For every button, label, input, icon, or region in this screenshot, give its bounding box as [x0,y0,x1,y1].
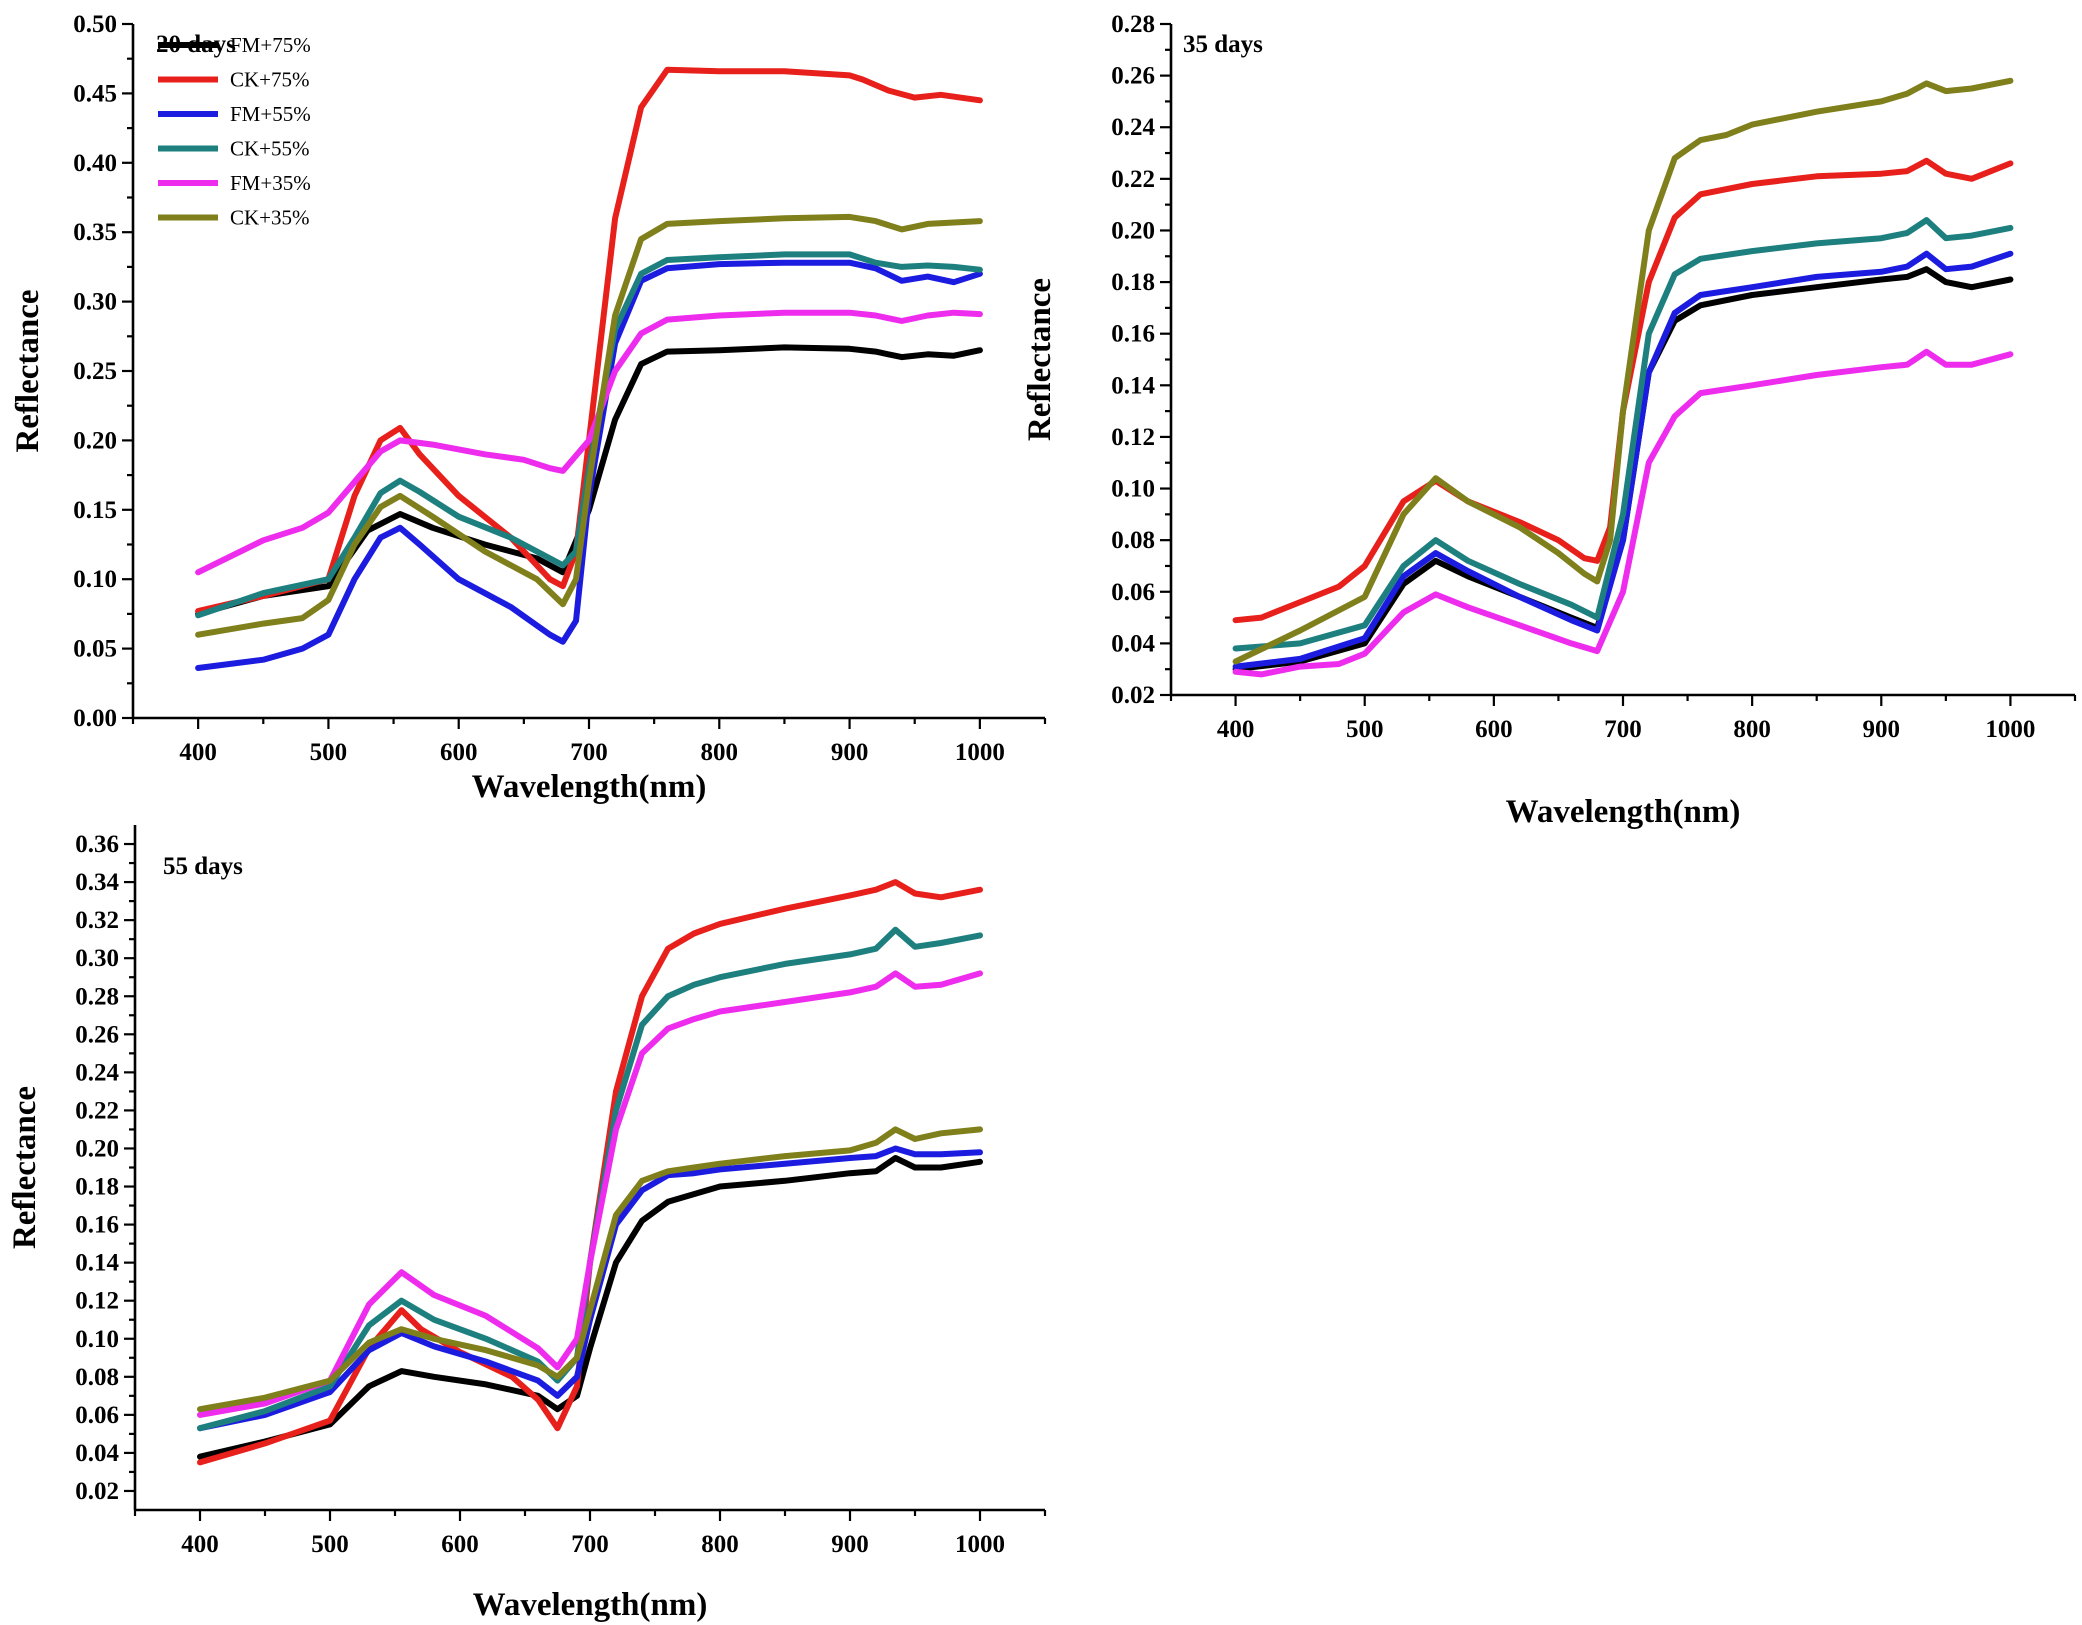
y-tick-label: 0.00 [73,705,117,732]
series-line-fm35 [195,309,983,576]
x-axis-title: Wavelength(nm) [473,1587,708,1623]
x-tick-label: 1000 [955,739,1005,766]
legend-label: FM+75% [230,33,311,57]
y-tick-label: 0.30 [75,945,119,972]
y-tick-label: 0.40 [73,150,117,177]
y-tick-label: 0.10 [75,1326,119,1353]
series-line-fm75 [1232,266,2014,673]
y-tick-label: 0.16 [75,1212,119,1239]
x-axis-title: Wavelength(nm) [472,769,707,805]
chart-panel-1: 400 500 600 700 800 900 1000 0.00 0.05 0.10 0.15 0.… [10,11,1047,805]
x-tick-label: 700 [571,1531,609,1558]
y-tick-label: 0.10 [1111,476,1155,503]
y-tick-label: 0.50 [73,11,117,38]
y-tick-label: 0.10 [73,566,117,593]
y-tick-label: 0.28 [1111,11,1155,38]
series-line-ck35 [195,213,983,638]
chart-panel-2: 400 500 600 700 800 900 1000 0.02 0.04 0.06 0.08 0.… [1022,11,2077,830]
y-tick-label: 0.36 [75,831,119,858]
y-tick-label: 0.22 [75,1097,119,1124]
x-tick-label: 900 [1863,716,1901,743]
series-line-ck75 [195,66,983,615]
y-tick-label: 0.06 [1111,579,1155,606]
x-tick-label: 500 [1346,716,1384,743]
series-line-ck35 [1232,77,2014,665]
y-tick-label: 0.02 [75,1478,119,1505]
x-tick-label: 700 [1604,716,1642,743]
x-tick-label: 800 [701,739,739,766]
chart-panel-3: 400 500 600 700 800 900 1000 0.02 0.04 0.06 0.08 0.… [7,825,1047,1623]
x-tick-label: 800 [701,1531,739,1558]
y-axis-title: Reflectance [10,289,46,452]
y-tick-label: 0.02 [1111,682,1155,709]
y-tick-label: 0.12 [75,1288,119,1315]
legend-label: FM+35% [230,171,311,195]
y-tick-label: 0.15 [73,497,117,524]
series-line-ck35 [197,1126,983,1413]
series-line-fm75 [197,1155,983,1460]
y-tick-label: 0.20 [73,427,117,454]
y-tick-label: 0.04 [1111,630,1155,657]
series-line-ck55 [197,926,983,1432]
y-tick-label: 0.24 [75,1059,119,1086]
x-tick-label: 700 [570,739,608,766]
y-tick-label: 0.06 [75,1402,119,1429]
series-line-fm35 [1232,348,2014,678]
series-line-fm75 [195,344,983,617]
legend-label: CK+55% [230,137,310,161]
series-line-fm35 [197,970,983,1418]
x-tick-label: 600 [1475,716,1513,743]
y-tick-label: 0.34 [75,869,119,896]
y-tick-label: 0.12 [1111,424,1155,451]
y-tick-label: 0.16 [1111,321,1155,348]
x-tick-label: 900 [831,1531,869,1558]
y-tick-label: 0.22 [1111,166,1155,193]
x-tick-label: 800 [1733,716,1771,743]
legend-label: CK+75% [230,68,310,92]
y-tick-label: 0.28 [75,983,119,1010]
x-tick-label: 1000 [955,1531,1005,1558]
x-tick-label: 1000 [1985,716,2035,743]
y-tick-label: 0.14 [75,1250,119,1277]
y-tick-label: 0.26 [75,1021,119,1048]
y-tick-label: 0.25 [73,358,117,385]
series-line-fm55 [195,259,983,671]
legend-label: CK+35% [230,206,310,230]
y-tick-label: 0.24 [1111,114,1155,141]
y-tick-label: 0.35 [73,219,117,246]
panel-title: 35 days [1183,31,1263,58]
y-tick-label: 0.08 [1111,527,1155,554]
y-tick-label: 0.18 [1111,269,1155,296]
x-axis-title: Wavelength(nm) [1506,794,1741,830]
panel-title: 55 days [163,853,243,880]
y-tick-label: 0.26 [1111,63,1155,90]
x-tick-label: 500 [311,1531,349,1558]
y-tick-label: 0.20 [75,1135,119,1162]
y-tick-label: 0.30 [73,289,117,316]
x-tick-label: 400 [181,1531,219,1558]
x-tick-label: 900 [831,739,869,766]
y-tick-label: 0.32 [75,907,119,934]
y-tick-label: 0.14 [1111,372,1155,399]
y-tick-label: 0.18 [75,1174,119,1201]
y-tick-label: 0.45 [73,80,117,107]
x-tick-label: 400 [179,739,217,766]
x-tick-label: 600 [440,739,478,766]
y-tick-label: 0.05 [73,636,117,663]
y-axis-title: Reflectance [7,1086,43,1249]
y-tick-label: 0.04 [75,1440,119,1467]
y-tick-label: 0.08 [75,1364,119,1391]
y-axis-title: Reflectance [1022,278,1058,441]
legend-label: FM+55% [230,102,311,126]
legend: FM+75% CK+75% FM+55% CK+55% FM+35% CK+35% [158,33,311,230]
series-line-fm55 [1232,250,2014,670]
x-tick-label: 500 [310,739,348,766]
x-tick-label: 600 [441,1531,479,1558]
y-tick-label: 0.20 [1111,217,1155,244]
series-line-ck55 [1232,217,2014,652]
x-tick-label: 400 [1217,716,1255,743]
